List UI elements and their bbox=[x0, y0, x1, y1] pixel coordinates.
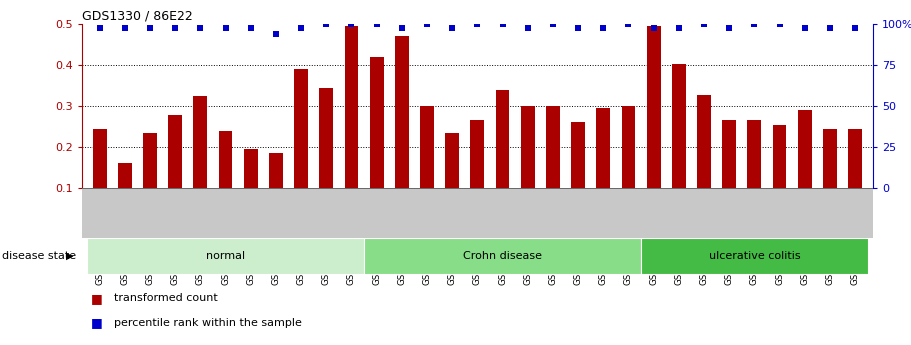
Bar bbox=[773, 125, 786, 188]
Bar bbox=[496, 90, 509, 188]
Point bbox=[571, 26, 586, 31]
Bar bbox=[546, 106, 560, 188]
Bar bbox=[798, 110, 812, 188]
Bar bbox=[93, 129, 107, 188]
Point bbox=[293, 26, 308, 31]
Bar bbox=[621, 106, 635, 188]
Point bbox=[445, 26, 459, 31]
Point bbox=[394, 26, 409, 31]
Bar bbox=[364, 238, 641, 274]
Point bbox=[344, 21, 359, 27]
Point bbox=[319, 21, 333, 27]
Point bbox=[118, 26, 132, 31]
Text: GDS1330 / 86E22: GDS1330 / 86E22 bbox=[82, 10, 193, 23]
Bar bbox=[169, 115, 182, 188]
Bar bbox=[143, 133, 157, 188]
Bar bbox=[823, 129, 837, 188]
Point bbox=[848, 26, 863, 31]
Point bbox=[773, 21, 787, 27]
Point bbox=[168, 26, 182, 31]
Point bbox=[92, 26, 107, 31]
Point bbox=[243, 26, 258, 31]
Text: normal: normal bbox=[206, 251, 245, 261]
Bar bbox=[697, 95, 711, 188]
Point bbox=[747, 21, 762, 27]
Text: Crohn disease: Crohn disease bbox=[463, 251, 542, 261]
Bar bbox=[219, 131, 232, 188]
Bar bbox=[193, 96, 208, 188]
Bar bbox=[672, 64, 686, 188]
Bar bbox=[571, 122, 585, 188]
Bar bbox=[747, 120, 762, 188]
Bar bbox=[722, 120, 736, 188]
Point bbox=[722, 26, 736, 31]
Bar bbox=[521, 106, 535, 188]
Bar bbox=[597, 108, 610, 188]
Point bbox=[621, 21, 636, 27]
Text: transformed count: transformed count bbox=[114, 294, 218, 303]
Point bbox=[647, 26, 661, 31]
Point bbox=[496, 21, 510, 27]
Bar bbox=[370, 57, 384, 188]
Bar bbox=[420, 106, 434, 188]
Text: ▶: ▶ bbox=[66, 251, 73, 261]
Point bbox=[546, 21, 560, 27]
Point bbox=[143, 26, 158, 31]
Text: ulcerative colitis: ulcerative colitis bbox=[709, 251, 800, 261]
Point bbox=[369, 21, 384, 27]
Text: percentile rank within the sample: percentile rank within the sample bbox=[114, 318, 302, 327]
Point bbox=[697, 21, 711, 27]
Point bbox=[420, 21, 435, 27]
Bar bbox=[320, 88, 333, 188]
Bar bbox=[848, 129, 862, 188]
Bar bbox=[470, 120, 485, 188]
Point bbox=[671, 26, 686, 31]
Point bbox=[797, 26, 812, 31]
Bar bbox=[294, 69, 308, 188]
Bar bbox=[269, 153, 282, 188]
Bar bbox=[344, 26, 358, 188]
Bar bbox=[87, 238, 364, 274]
Bar bbox=[647, 26, 660, 188]
Point bbox=[193, 26, 208, 31]
Text: ■: ■ bbox=[91, 292, 103, 305]
Text: disease state: disease state bbox=[2, 251, 76, 261]
Point bbox=[520, 26, 535, 31]
Text: ■: ■ bbox=[91, 316, 103, 329]
Bar bbox=[118, 164, 132, 188]
Bar bbox=[244, 149, 258, 188]
Bar bbox=[641, 238, 867, 274]
Point bbox=[269, 32, 283, 37]
Point bbox=[596, 26, 610, 31]
Bar bbox=[394, 37, 409, 188]
Bar bbox=[445, 133, 459, 188]
Point bbox=[470, 21, 485, 27]
Point bbox=[823, 26, 837, 31]
Point bbox=[219, 26, 233, 31]
